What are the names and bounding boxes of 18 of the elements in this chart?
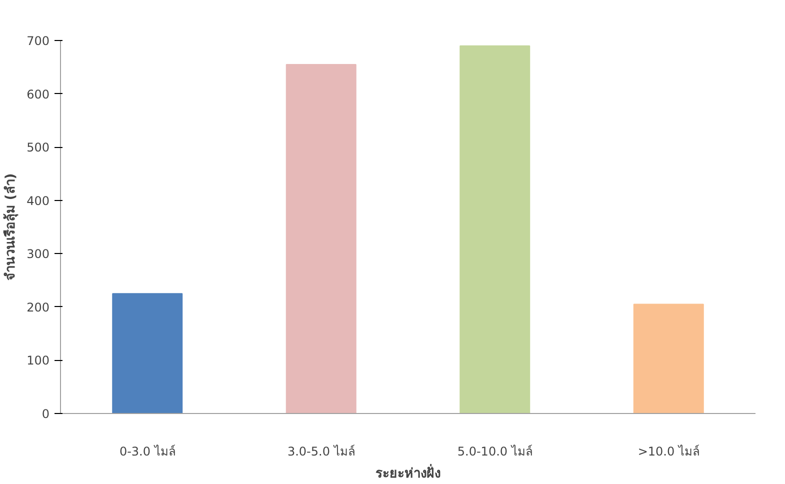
- x-tick-label: 0-3.0 ไมล์: [119, 444, 176, 458]
- y-tick-label: 500: [26, 140, 50, 155]
- y-tick-label: 0: [42, 407, 50, 421]
- x-axis-title: ระยะห่างฝั่ง: [376, 464, 440, 482]
- y-axis-title: จำนวนเรือลุ้ม (ลำ): [2, 173, 19, 281]
- x-tick-label: 5.0-10.0 ไมล์: [457, 444, 532, 458]
- bar: [633, 304, 704, 414]
- y-tick-label: 600: [26, 87, 50, 102]
- y-tick-label: 100: [26, 354, 50, 368]
- y-tick-label: 400: [26, 194, 50, 208]
- x-tick-label: 3.0-5.0 ไมล์: [287, 444, 355, 458]
- bar: [460, 45, 530, 414]
- y-tick-label: 300: [26, 247, 50, 262]
- bar: [112, 293, 183, 414]
- y-tick-label: 700: [26, 34, 50, 48]
- y-tick-label: 200: [26, 300, 50, 314]
- x-tick-label: >10.0 ไมล์: [638, 444, 700, 458]
- bar: [286, 64, 356, 414]
